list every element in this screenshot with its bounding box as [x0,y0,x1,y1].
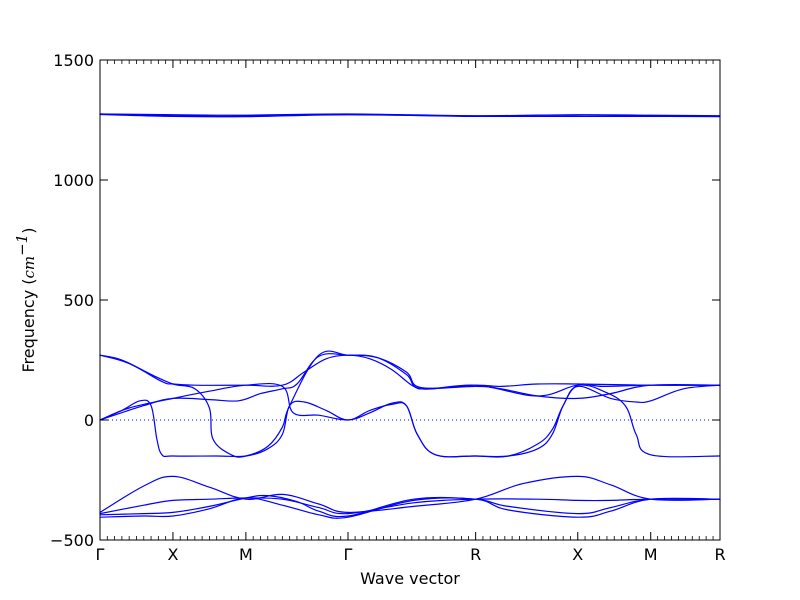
x-tick-label-5: R [470,545,481,564]
plot-frame [99,59,721,541]
phonon-band-8 [99,383,721,458]
x-tick-label-7: M [644,545,658,564]
y-axis-label-unit: cm [20,256,38,279]
phonon-band-9 [99,475,721,514]
y-axis-label-suffix: ) [19,228,38,234]
phonon-band-6 [99,353,721,458]
phonon-band-10 [99,497,721,515]
y-axis-label-prefix: Frequency ( [19,279,38,373]
y-axis-label-unit-exponent: −1 [13,234,31,256]
phonon-band-12 [99,497,721,519]
y-tick-label: 1500 [53,51,94,70]
x-axis-label: Wave vector [360,569,460,588]
x-tick-label-1: Γ [96,545,105,564]
x-tick-label-6: X [572,545,583,564]
x-tick-label-8: R [714,545,725,564]
series-lines [99,113,721,519]
phonon-band-3 [99,113,721,118]
tick-labels: −500 0 500 1000 1500 Γ X M Γ R X M R [50,51,726,564]
y-tick-label: 0 [84,411,94,430]
y-tick-label: 1000 [53,171,94,190]
y-tick-label: 500 [63,291,94,310]
x-tick-label-3: M [239,545,253,564]
x-tick-label-2: X [167,545,178,564]
phonon-band-11 [99,494,721,518]
y-axis-label: Frequency (cm−1) [13,228,38,373]
y-tick-label: −500 [50,531,94,550]
x-tick-label-4: Γ [344,545,353,564]
